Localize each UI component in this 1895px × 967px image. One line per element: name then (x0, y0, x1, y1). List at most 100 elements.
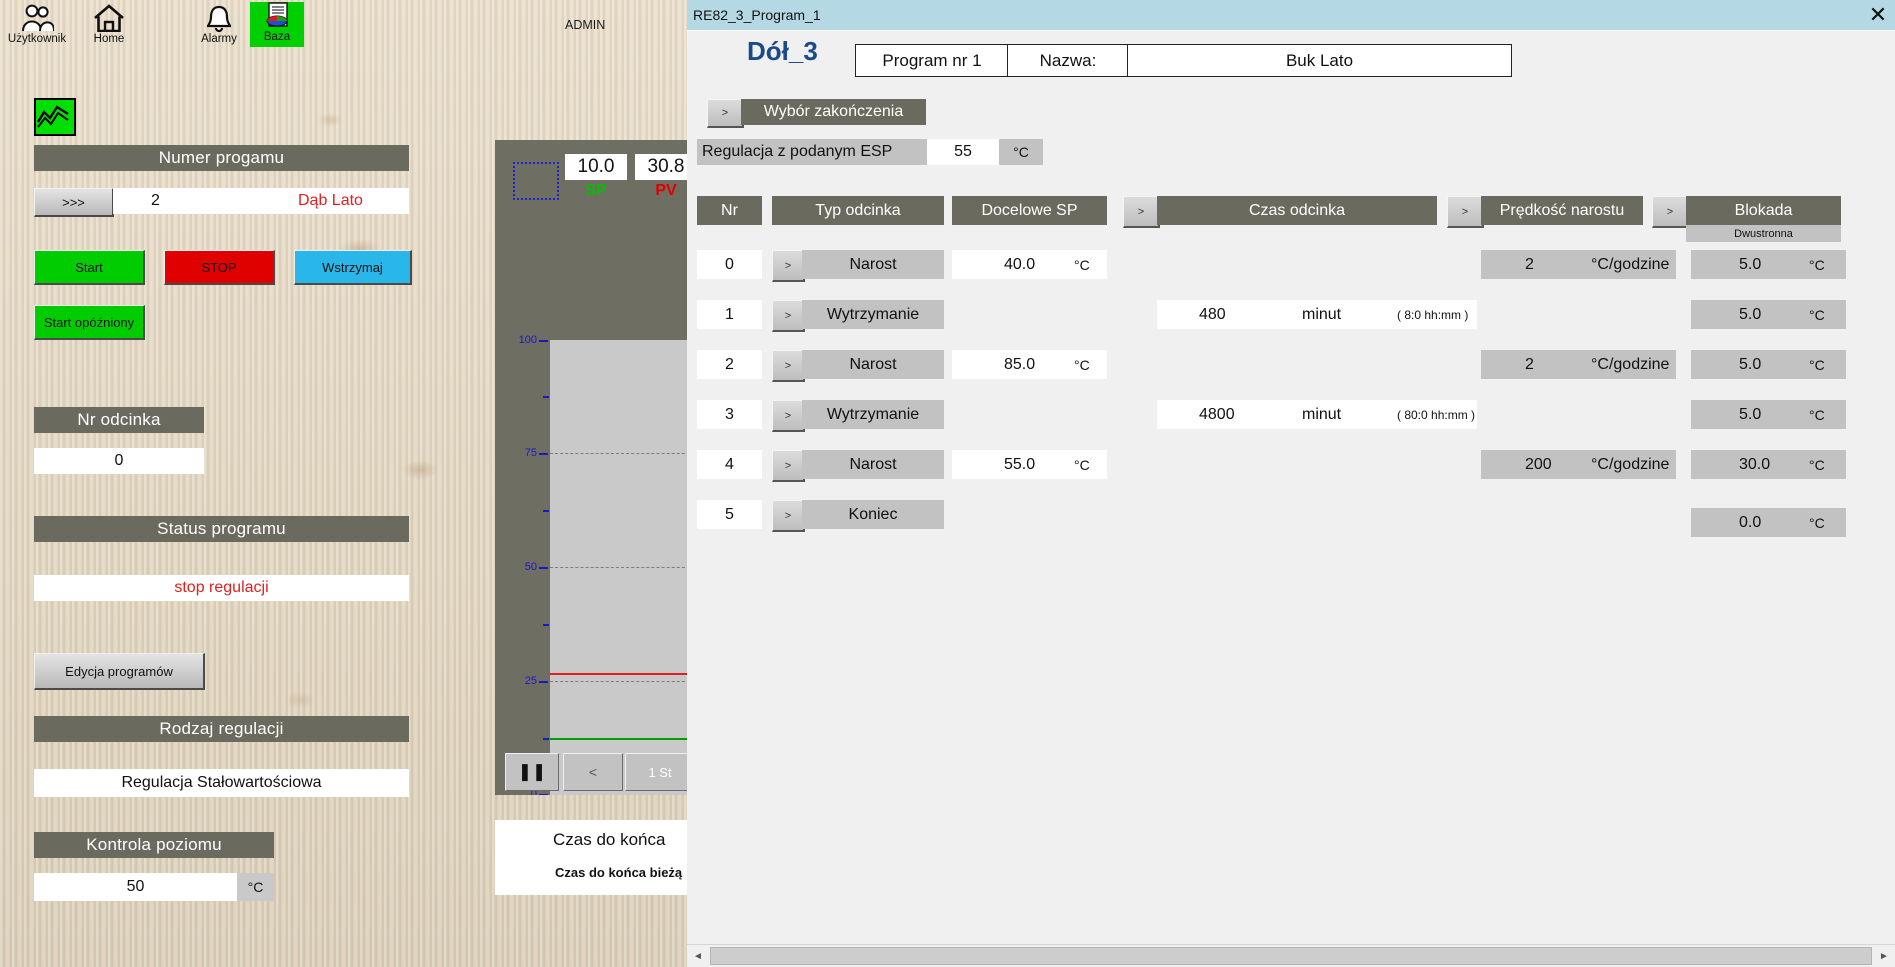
window-titlebar[interactable]: RE82_3_Program_1 ✕ (687, 0, 1895, 30)
toolbar-item-alarmy[interactable]: Alarmy (182, 2, 256, 45)
row-4-nr[interactable]: 4 (697, 450, 762, 479)
program-tab[interactable]: Program nr 1 (855, 44, 1009, 77)
y-tick-minor-3 (543, 624, 549, 626)
regulation-type-value: Regulacja Stałowartościowa (34, 769, 409, 797)
y-tick-minor-2 (543, 510, 549, 512)
row-3-segment-time-hint: ( 80:0 hh:mm ) (1397, 407, 1476, 422)
trend-chart-icon[interactable] (34, 98, 76, 136)
end-selection-arrow-button[interactable]: > (707, 99, 744, 128)
toolbar-item-home[interactable]: Home (72, 2, 146, 45)
sp-trace (550, 738, 687, 740)
row-1-type[interactable]: Wytrzymanie (802, 300, 944, 329)
row-2-target-sp[interactable]: 85.0 °C (952, 350, 1107, 379)
delayed-start-button[interactable]: Start opóźniony (34, 305, 145, 340)
toolbar-label-alarmy: Alarmy (201, 33, 237, 45)
row-0-target-sp-value: 40.0 (1004, 255, 1036, 273)
row-4-ramp-rate-unit: °C/godzine (1591, 455, 1670, 473)
trend-plot-area[interactable] (550, 340, 687, 795)
row-3-nr[interactable]: 3 (697, 400, 762, 429)
blockade-arrow-button[interactable]: > (1652, 196, 1689, 228)
scroll-thumb[interactable] (710, 947, 1872, 965)
row-0-ramp-rate[interactable]: 2 °C/godzine (1481, 250, 1676, 279)
segment-time-arrow-button[interactable]: > (1123, 196, 1160, 228)
status-value: stop regulacji (34, 575, 409, 601)
row-3-blockade-value: 5.0 (1739, 405, 1762, 423)
row-1-type-arrow-button[interactable]: > (772, 300, 805, 332)
y-tick-0 (539, 794, 548, 795)
row-4-blockade[interactable]: 30.0 °C (1691, 450, 1846, 479)
row-4-target-sp[interactable]: 55.0 °C (952, 450, 1107, 479)
row-4-type[interactable]: Narost (802, 450, 944, 479)
home-icon (72, 2, 146, 32)
row-1-segment-time[interactable]: 480 minut ( 8:0 hh:mm ) (1157, 300, 1477, 329)
program-number-field[interactable]: 2 Dąb Lato (113, 188, 409, 214)
row-2-ramp-rate-value: 2 (1525, 355, 1534, 373)
edit-programs-button[interactable]: Edycja programów (34, 653, 205, 690)
row-5-nr[interactable]: 5 (697, 500, 762, 529)
toolbar-label-uzytkownik: Użytkownik (7, 33, 67, 45)
row-4-ramp-rate[interactable]: 200 °C/godzine (1481, 450, 1676, 479)
row-0-ramp-rate-value: 2 (1525, 255, 1534, 273)
row-0-type-arrow-button[interactable]: > (772, 250, 805, 282)
program-browse-button[interactable]: >>> (34, 188, 114, 217)
users-icon (0, 2, 74, 32)
column-header-target-sp: Docelowe SP (952, 196, 1107, 225)
scada-panel: Użytkownik Home Alarmy (0, 0, 687, 967)
row-3-type[interactable]: Wytrzymanie (802, 400, 944, 429)
window-title: RE82_3_Program_1 (693, 7, 821, 23)
esp-unit: °C (999, 139, 1043, 165)
program-number-header: Numer progamu (34, 145, 409, 171)
row-0-type[interactable]: Narost (802, 250, 944, 279)
row-1-segment-time-unit: minut (1302, 305, 1342, 323)
esp-value[interactable]: 55 (927, 139, 999, 165)
row-1-blockade[interactable]: 5.0 °C (1691, 300, 1846, 329)
start-button[interactable]: Start (34, 250, 145, 285)
row-4-type-arrow-button[interactable]: > (772, 450, 805, 482)
close-icon[interactable]: ✕ (1868, 2, 1888, 27)
row-0-nr[interactable]: 0 (697, 250, 762, 279)
row-3-segment-time-value: 4800 (1199, 405, 1235, 423)
ramp-rate-arrow-button[interactable]: > (1447, 196, 1484, 228)
row-5-type[interactable]: Koniec (802, 500, 944, 529)
trend-scale-button[interactable]: 1 St (625, 753, 687, 791)
trend-selection-marker (513, 162, 559, 200)
scroll-left-arrow[interactable]: ◄ (687, 946, 709, 966)
row-1-nr[interactable]: 1 (697, 300, 762, 329)
row-3-type-arrow-button[interactable]: > (772, 400, 805, 432)
scroll-right-arrow[interactable]: ► (1873, 946, 1895, 966)
row-2-ramp-rate[interactable]: 2 °C/godzine (1481, 350, 1676, 379)
program-name-field[interactable]: Buk Lato (1127, 44, 1512, 77)
program-name-value: Dąb Lato (298, 192, 363, 209)
horizontal-scrollbar[interactable]: ◄ ► (687, 944, 1895, 967)
trend-pause-button[interactable]: ❚❚ (505, 753, 559, 791)
trend-toolbar: ❚❚ < 1 St (495, 747, 687, 795)
database-document-icon (250, 2, 304, 30)
toolbar-item-baza[interactable]: Baza (250, 2, 304, 47)
row-5-blockade[interactable]: 0.0 °C (1691, 508, 1846, 537)
pv-label: PV (655, 182, 677, 199)
level-control-value[interactable]: 50 (34, 873, 237, 901)
top-toolbar: Użytkownik Home Alarmy (0, 0, 687, 50)
program-window: RE82_3_Program_1 ✕ Dół_3 Program nr 1 Na… (687, 0, 1895, 967)
row-2-nr[interactable]: 2 (697, 350, 762, 379)
row-2-blockade[interactable]: 5.0 °C (1691, 350, 1846, 379)
row-3-segment-time[interactable]: 4800 minut ( 80:0 hh:mm ) (1157, 400, 1477, 429)
toolbar-item-uzytkownik[interactable]: Użytkownik (0, 2, 74, 45)
trend-prev-button[interactable]: < (563, 753, 623, 791)
row-0-blockade[interactable]: 5.0 °C (1691, 250, 1846, 279)
end-selection-button[interactable]: Wybór zakończenia (741, 99, 926, 125)
y-tick-label-25: 25 (524, 675, 537, 687)
column-header-nr: Nr (697, 196, 762, 225)
column-header-segment-time: Czas odcinka (1157, 196, 1437, 225)
row-3-blockade[interactable]: 5.0 °C (1691, 400, 1846, 429)
row-2-type-arrow-button[interactable]: > (772, 350, 805, 382)
stop-button[interactable]: STOP (164, 250, 275, 285)
remaining-time-subtitle: Czas do końca bieżą (555, 865, 683, 880)
pause-button[interactable]: Wstrzymaj (294, 250, 412, 285)
segment-number-value[interactable]: 0 (34, 448, 204, 474)
pv-trace (550, 673, 687, 675)
row-2-type[interactable]: Narost (802, 350, 944, 379)
y-tick-label-75: 75 (524, 447, 537, 459)
row-5-type-arrow-button[interactable]: > (772, 500, 805, 532)
row-0-target-sp[interactable]: 40.0 °C (952, 250, 1107, 279)
